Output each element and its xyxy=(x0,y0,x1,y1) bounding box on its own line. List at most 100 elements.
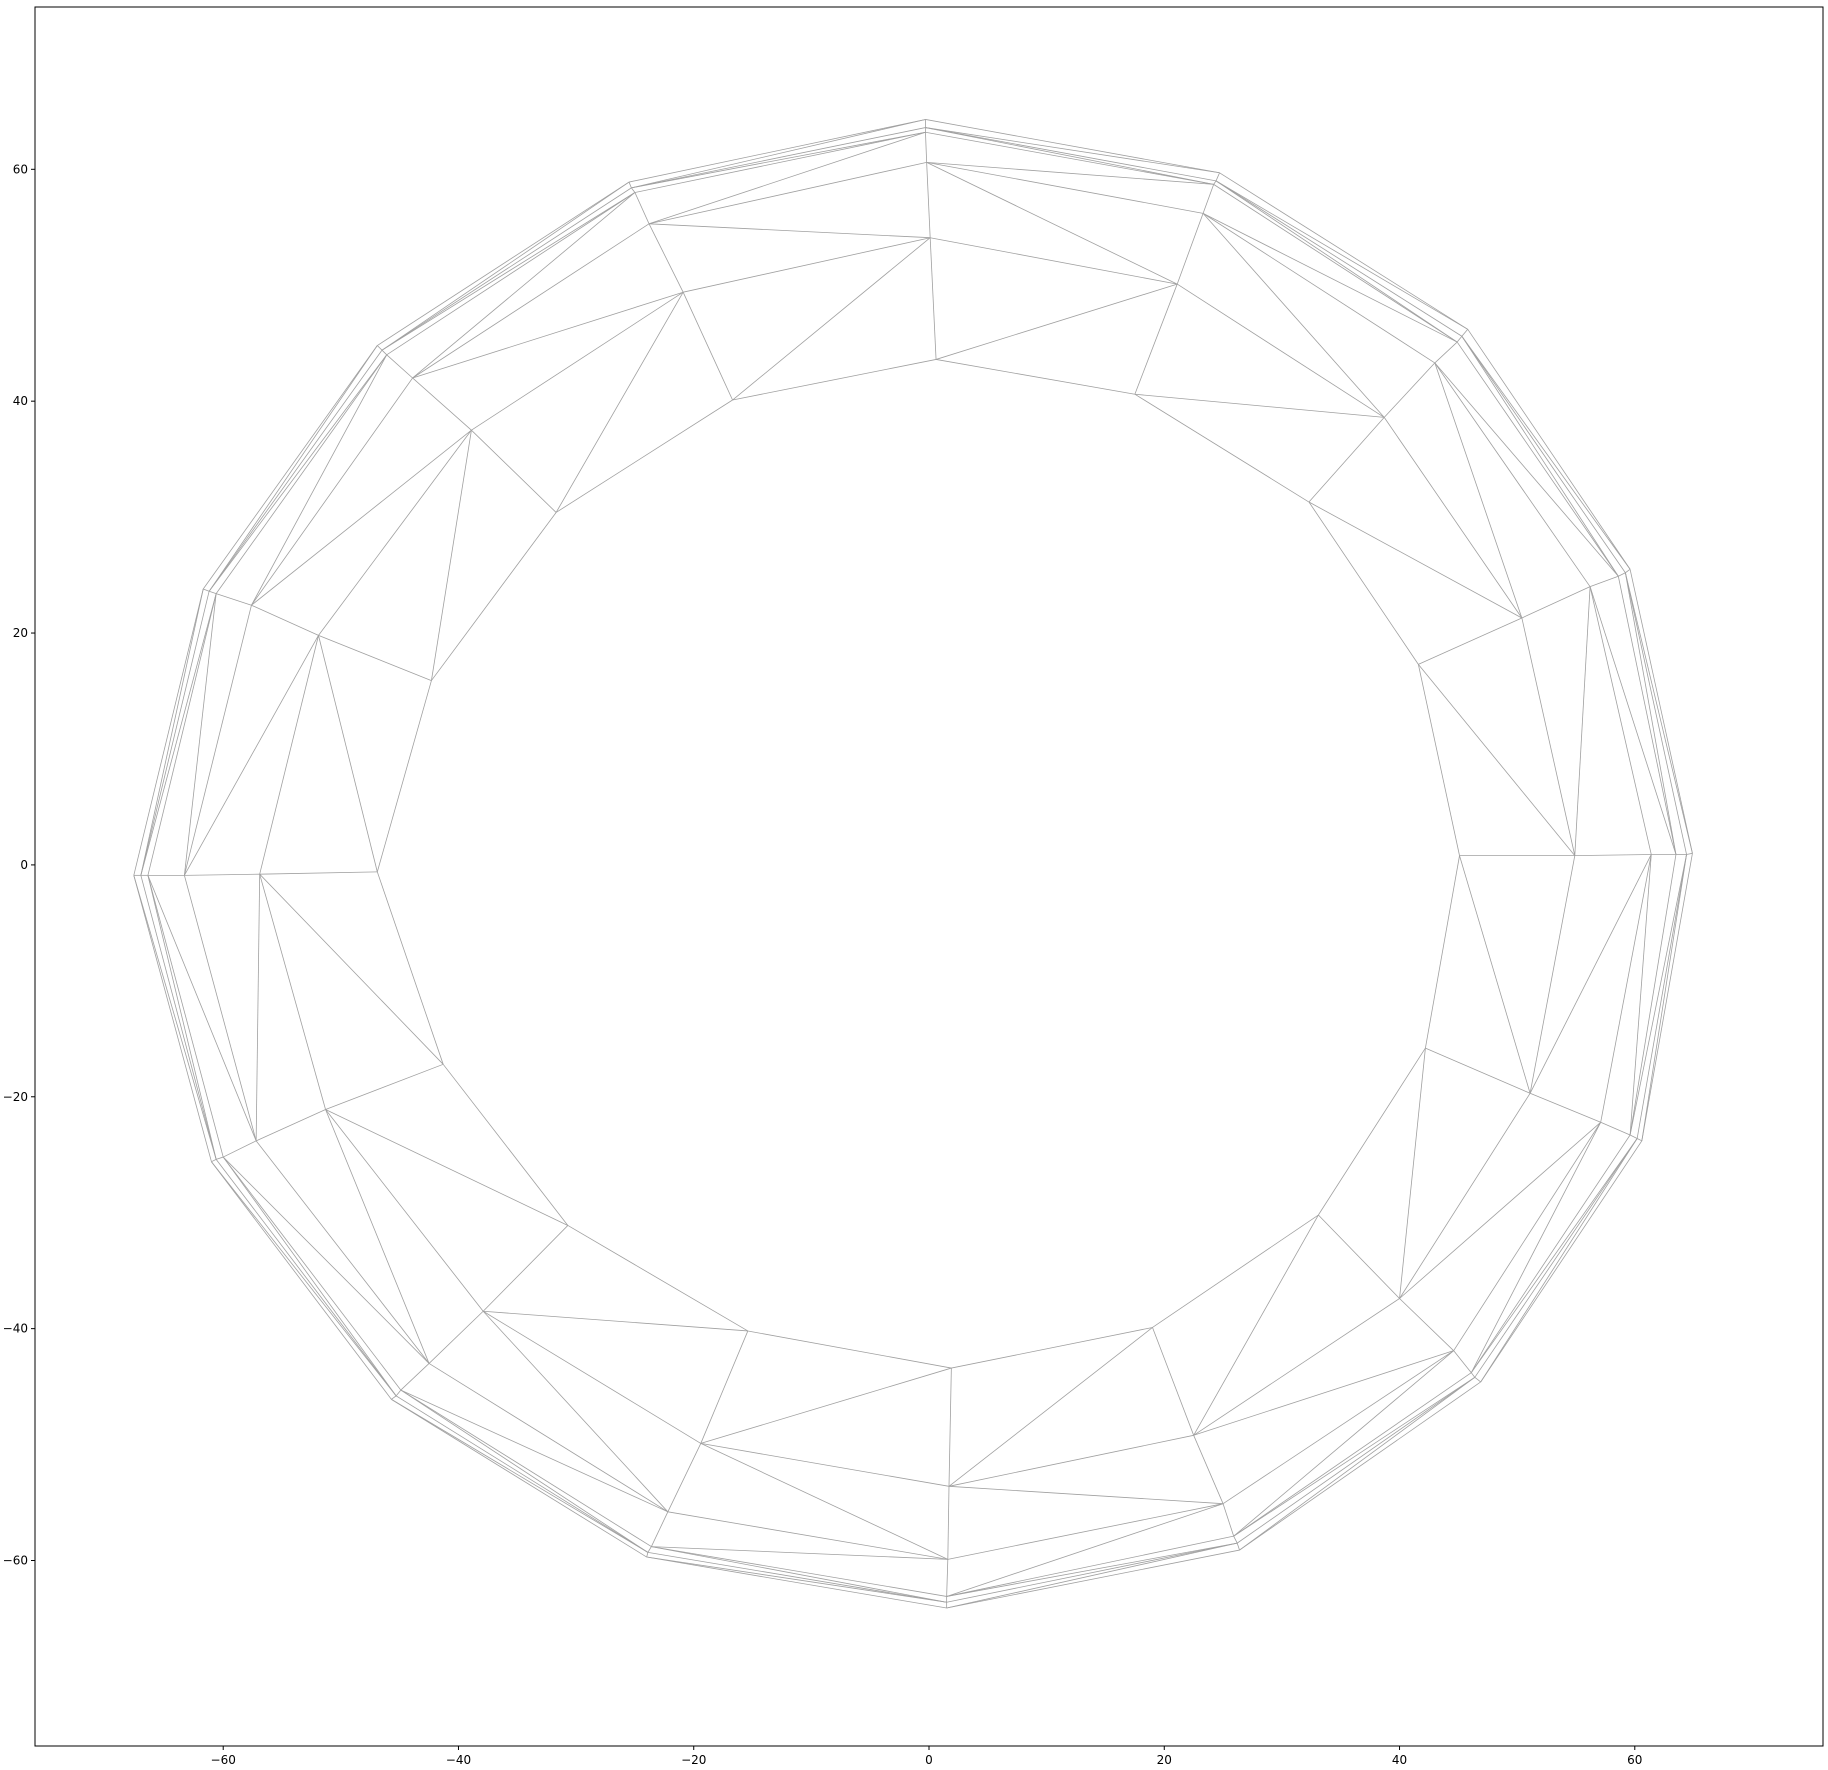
mesh-diagonal-edge xyxy=(1434,362,1619,577)
mesh-radial-edge xyxy=(208,590,217,595)
mesh-radial-edge xyxy=(203,588,210,592)
mesh-diagonal-edge xyxy=(631,131,926,189)
mesh-radial-edge xyxy=(482,1225,569,1312)
mesh-ring-edge xyxy=(947,1503,1224,1560)
mesh-ring-edge xyxy=(184,875,257,1141)
mesh-ring-edge xyxy=(1521,617,1576,856)
mesh-diagonal-edge xyxy=(926,161,1214,185)
mesh-diagonal-edge xyxy=(1624,572,1677,855)
y-tick-label: 0 xyxy=(20,858,28,872)
mesh-diagonal-edge xyxy=(1461,336,1619,577)
mesh-radial-edge xyxy=(682,292,733,401)
mesh-ring-edge xyxy=(1641,853,1693,1141)
mesh-radial-edge xyxy=(471,429,557,513)
mesh-ring-edge xyxy=(147,875,224,1158)
mesh-ring-edge xyxy=(1193,1298,1400,1436)
mesh-ring-edge xyxy=(428,1363,669,1513)
mesh-diagonal-edge xyxy=(1529,854,1652,1094)
mesh-diagonal-edge xyxy=(1202,213,1385,418)
mesh-ring-edge xyxy=(377,181,630,346)
mesh-radial-edge xyxy=(1461,329,1469,337)
mesh-diagonal-edge xyxy=(926,161,1178,285)
mesh-ring-edge xyxy=(1417,664,1460,856)
mesh-radial-edge xyxy=(631,187,636,193)
mesh-ring-edge xyxy=(646,1556,947,1609)
mesh-radial-edge xyxy=(1215,172,1220,182)
mesh-ring-edge xyxy=(442,1064,569,1226)
mesh-ring-edge xyxy=(1636,854,1687,1139)
mesh-ring-edge xyxy=(946,1535,1234,1597)
mesh-radial-edge xyxy=(1456,335,1463,343)
mesh-radial-edge xyxy=(1618,572,1626,577)
mesh-ring-edge xyxy=(133,875,212,1162)
mesh-ring-edge xyxy=(1236,1377,1476,1544)
mesh-ring-edge xyxy=(1152,1214,1319,1328)
mesh-diagonal-edge xyxy=(946,1542,1238,1609)
mesh-radial-edge xyxy=(1176,213,1204,285)
mesh-radial-edge xyxy=(651,1511,669,1547)
mesh-ring-edge xyxy=(946,1549,1240,1609)
mesh-ring-edge xyxy=(386,192,636,356)
mesh-radial-edge xyxy=(400,1363,430,1391)
mesh-radial-edge xyxy=(1425,1047,1531,1094)
mesh-diagonal-edge xyxy=(412,291,684,379)
mesh-radial-edge xyxy=(184,873,260,876)
mesh-diagonal-edge xyxy=(555,291,684,513)
mesh-ring-edge xyxy=(1176,283,1385,418)
mesh-diagonal-edge xyxy=(1134,393,1385,418)
x-tick-label: −20 xyxy=(681,1753,706,1767)
mesh-ring-edge xyxy=(555,399,733,513)
mesh-ring-edge xyxy=(948,1434,1194,1487)
mesh-diagonal-edge xyxy=(1308,501,1523,619)
mesh-diagonal-edge xyxy=(412,192,636,379)
mesh-diagonal-edge xyxy=(1624,572,1693,854)
mesh-radial-edge xyxy=(1308,417,1385,503)
x-tick-label: 20 xyxy=(1157,1753,1172,1767)
mesh-radial-edge xyxy=(700,1330,749,1444)
mesh-radial-edge xyxy=(646,1552,649,1558)
mesh-diagonal-edge xyxy=(431,430,472,681)
mesh-radial-edge xyxy=(1383,362,1436,418)
mesh-ring-edge xyxy=(1480,1140,1643,1383)
mesh-ring-edge xyxy=(700,1443,950,1487)
mesh-ring-edge xyxy=(648,161,927,225)
mesh-ring-edge xyxy=(259,635,319,875)
mesh-ring-edge xyxy=(133,588,204,876)
mesh-radial-edge xyxy=(647,1546,652,1553)
mesh-diagonal-edge xyxy=(1459,855,1531,1094)
mesh-radial-edge xyxy=(1589,575,1619,588)
mesh-diagonal-edge xyxy=(251,354,388,606)
mesh-ring-edge xyxy=(208,349,383,592)
x-tick-label: 40 xyxy=(1392,1753,1407,1767)
mesh-ring-edge xyxy=(325,1109,484,1312)
mesh-ring-edge xyxy=(215,1159,397,1397)
mesh-ring-edge xyxy=(1318,1047,1426,1216)
mesh-radial-edge xyxy=(628,181,632,189)
mesh-radial-edge xyxy=(1213,180,1217,185)
y-tick-label: −20 xyxy=(3,1090,28,1104)
mesh-ring-edge xyxy=(1383,417,1523,619)
mesh-radial-edge xyxy=(1434,341,1458,364)
mesh-ring-edge xyxy=(376,871,444,1065)
mesh-diagonal-edge xyxy=(631,119,926,189)
mesh-ring-edge xyxy=(1453,1122,1602,1351)
mesh-ring-edge xyxy=(628,119,926,183)
x-tick-label: −40 xyxy=(446,1753,471,1767)
mesh-ring-edge xyxy=(925,131,1214,185)
mesh-diagonal-edge xyxy=(140,588,204,876)
mesh-radial-edge xyxy=(926,162,931,238)
mesh-diagonal-edge xyxy=(948,1327,1153,1487)
mesh-diagonal-edge xyxy=(482,1310,669,1513)
mesh-ring-edge xyxy=(471,291,684,431)
mesh-diagonal-edge xyxy=(318,635,378,872)
mesh-diagonal-edge xyxy=(133,875,217,1160)
mesh-ring-edge xyxy=(318,429,472,636)
mesh-diagonal-edge xyxy=(251,429,472,606)
mesh-ring-edge xyxy=(400,1389,652,1547)
mesh-ring-edge xyxy=(1629,569,1693,854)
mesh-ring-edge xyxy=(1624,572,1687,855)
mesh-ring-edge xyxy=(747,1330,952,1369)
mesh-ring-edge xyxy=(259,874,326,1110)
mesh-ring-edge xyxy=(1529,855,1576,1094)
